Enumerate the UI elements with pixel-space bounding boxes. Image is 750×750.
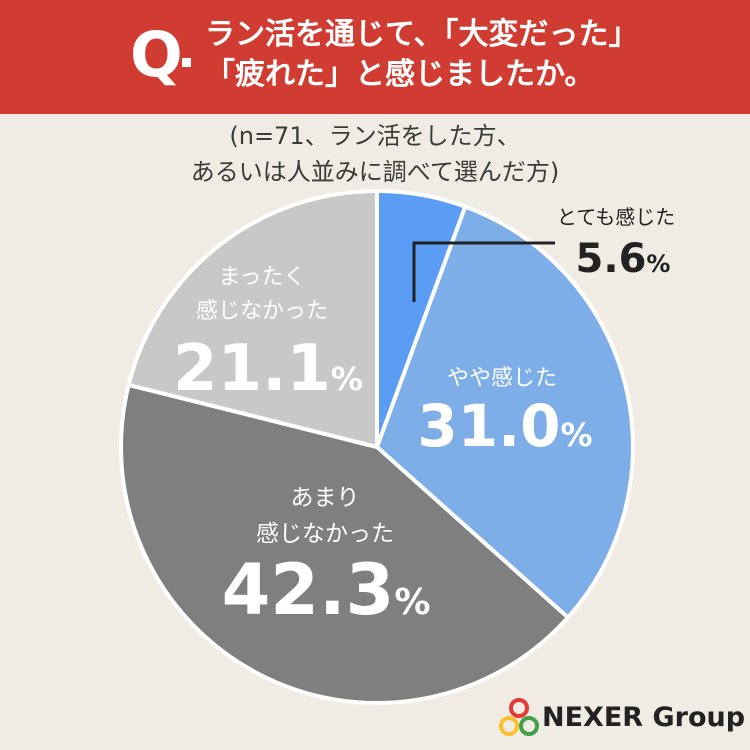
slice-value-label: 5.6% [576, 236, 671, 282]
slice-label: やや感じた [447, 366, 557, 391]
slice-label: とても感じた [557, 205, 675, 229]
question-line-2: 「疲れた」と感じましたか。 [205, 57, 595, 92]
slice-not-at-all [126, 189, 379, 449]
slice-value-label: 42.3% [222, 549, 431, 631]
slice-value-label: 31.0% [417, 392, 592, 460]
slice-label: まったく感じなかった [196, 265, 328, 324]
slice-label: あまり感じなかった [256, 485, 394, 547]
slice-not-much [119, 382, 570, 705]
brand-rings-icon [499, 698, 539, 736]
q-mark: Q [130, 18, 183, 91]
callout-line [412, 241, 555, 302]
sample-note-line-2: あるいは人並みに調べて選んだ方) [190, 158, 560, 186]
slice-value-label: 21.1% [173, 332, 363, 406]
brand-name: NEXER Group [542, 702, 746, 733]
sample-note-line-1: (n=71、ラン活をした方、 [229, 122, 521, 150]
q-mark-dot [182, 58, 191, 67]
question-line-1: ラン活を通じて、「大変だった」 [205, 17, 639, 52]
slice-somewhat [375, 204, 635, 620]
question-banner: Q ラン活を通じて、「大変だった」 「疲れた」と感じましたか。 [0, 0, 750, 114]
